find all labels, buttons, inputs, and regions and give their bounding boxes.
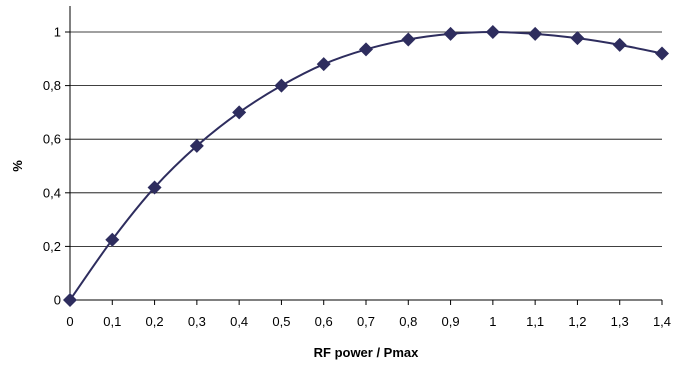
x-tick-label-8: 0,8 xyxy=(399,314,417,329)
x-axis-title: RF power / Pmax xyxy=(314,345,420,360)
data-point-6 xyxy=(316,57,331,72)
data-point-2 xyxy=(147,180,162,195)
x-tick-label-4: 0,4 xyxy=(230,314,248,329)
y-tick-label-5: 1 xyxy=(54,25,61,40)
data-point-9 xyxy=(443,26,458,41)
y-axis-title: % xyxy=(10,160,25,172)
series-line-0 xyxy=(69,30,663,301)
data-point-10 xyxy=(485,25,500,39)
data-point-8 xyxy=(401,32,416,47)
x-tick-label-3: 0,3 xyxy=(188,314,206,329)
data-point-13 xyxy=(612,37,627,52)
x-tick-label-7: 0,7 xyxy=(357,314,375,329)
x-tick-label-14: 1,4 xyxy=(653,314,671,329)
x-tick-label-10: 1 xyxy=(489,314,496,329)
gridlines xyxy=(70,31,662,247)
y-tick-label-0: 0 xyxy=(54,293,61,308)
data-point-5 xyxy=(274,78,289,93)
x-tick-label-12: 1,2 xyxy=(568,314,586,329)
y-tick-label-2: 0,4 xyxy=(43,185,61,200)
data-point-11 xyxy=(528,26,543,41)
data-point-3 xyxy=(189,138,204,153)
x-tick-label-11: 1,1 xyxy=(526,314,544,329)
x-tick-label-9: 0,9 xyxy=(442,314,460,329)
data-markers xyxy=(63,25,669,307)
data-point-4 xyxy=(232,105,247,120)
data-point-14 xyxy=(655,46,669,61)
data-point-1 xyxy=(105,232,120,247)
x-tick-label-0: 0 xyxy=(66,314,73,329)
x-tick-label-2: 0,2 xyxy=(146,314,164,329)
x-tick-label-6: 0,6 xyxy=(315,314,333,329)
data-point-0 xyxy=(63,293,77,307)
tick-labels: 0 0,2 0,4 0,6 0,8 1 0 0,1 0,2 0,3 0,4 0,5 0,6 0,7 0,8 0… xyxy=(43,25,671,330)
y-tick-label-3: 0,6 xyxy=(43,132,61,147)
x-tick-label-1: 0,1 xyxy=(103,314,121,329)
data-point-12 xyxy=(570,31,585,46)
x-tick-label-13: 1,3 xyxy=(611,314,629,329)
series-lines xyxy=(69,30,663,301)
data-point-7 xyxy=(359,42,373,57)
x-tick-label-5: 0,5 xyxy=(272,314,290,329)
y-tick-label-1: 0,2 xyxy=(43,239,61,254)
y-tick-label-4: 0,8 xyxy=(43,78,61,93)
tick-marks xyxy=(65,31,663,305)
